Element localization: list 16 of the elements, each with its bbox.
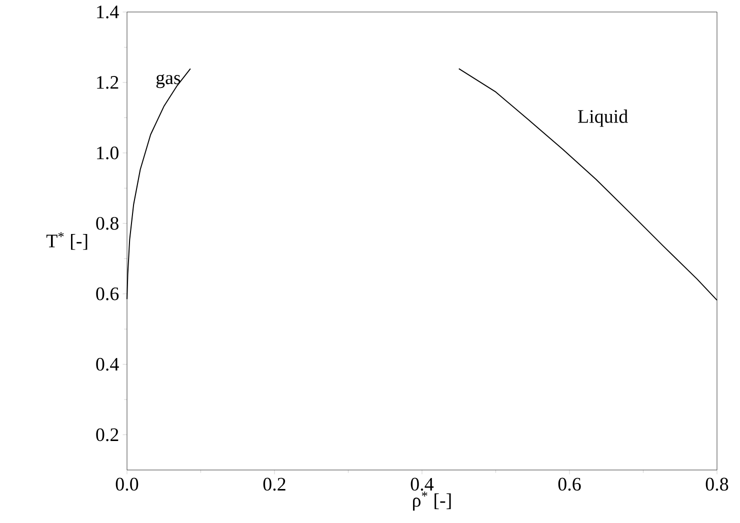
series-label: Liquid [578,110,628,127]
y-tick-label: 1.4 [97,6,119,18]
x-tick-label: 0.6 [558,478,581,491]
x-tick-label: 0.4 [410,478,434,491]
y-axis-title: T$^{*}$ [-] [46,232,88,250]
y-tick-label: 0.8 [96,216,118,230]
y-tick-label: 0.6 [96,287,119,300]
y-tick-label: 1.2 [97,76,118,89]
y-tick-label: 1.0 [97,146,118,160]
x-tick-label: 0.2 [263,478,286,491]
y-tick-label: 0.2 [96,428,118,442]
x-tick-label: 0.0 [116,478,138,491]
x-tick-label: 0.8 [706,478,728,491]
x-axis-title: ρ$^{*}$ [-] [413,492,451,511]
y-tick-label: 0.4 [96,358,119,371]
series-label: gas [156,74,180,88]
